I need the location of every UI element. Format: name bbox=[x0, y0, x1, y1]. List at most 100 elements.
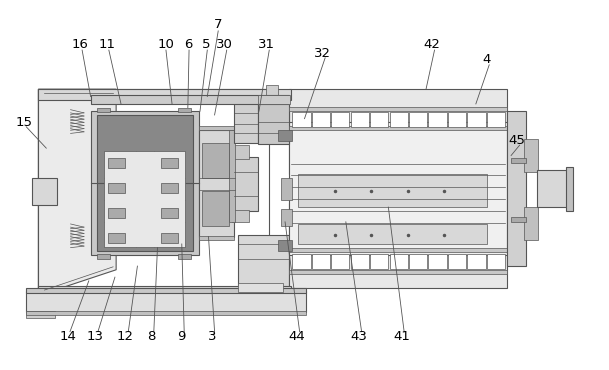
Text: 15: 15 bbox=[15, 116, 32, 129]
Text: 32: 32 bbox=[314, 47, 331, 60]
Bar bbox=[487, 254, 505, 269]
Bar bbox=[289, 107, 507, 111]
Bar bbox=[429, 254, 446, 269]
Bar bbox=[312, 112, 330, 127]
Bar bbox=[351, 112, 369, 127]
Text: 44: 44 bbox=[289, 330, 306, 343]
Bar bbox=[229, 130, 235, 222]
Bar bbox=[390, 254, 408, 269]
Bar bbox=[511, 218, 526, 222]
Bar bbox=[199, 126, 234, 131]
Bar bbox=[289, 248, 507, 252]
Text: 14: 14 bbox=[59, 330, 76, 343]
Bar bbox=[97, 254, 110, 259]
Bar bbox=[266, 85, 278, 101]
Bar bbox=[108, 183, 125, 193]
Bar bbox=[234, 100, 258, 142]
Bar bbox=[108, 208, 125, 218]
Text: 41: 41 bbox=[393, 330, 410, 343]
Bar bbox=[511, 158, 526, 163]
Bar bbox=[292, 254, 311, 269]
Bar bbox=[289, 204, 507, 288]
Text: 3: 3 bbox=[208, 330, 216, 343]
Bar bbox=[202, 142, 229, 178]
Bar bbox=[409, 112, 428, 127]
Bar bbox=[161, 208, 178, 218]
Bar bbox=[298, 224, 487, 244]
Bar bbox=[161, 183, 178, 193]
Bar bbox=[289, 89, 507, 174]
Text: 8: 8 bbox=[147, 330, 155, 343]
Bar bbox=[390, 112, 408, 127]
Bar bbox=[281, 178, 292, 200]
Bar bbox=[238, 235, 289, 288]
Bar bbox=[281, 209, 292, 226]
Text: 16: 16 bbox=[71, 38, 88, 51]
Bar bbox=[258, 100, 289, 144]
Bar bbox=[38, 89, 269, 296]
Bar bbox=[202, 191, 229, 226]
Bar bbox=[26, 291, 306, 312]
Bar bbox=[199, 130, 234, 236]
Bar bbox=[91, 95, 289, 104]
Text: 45: 45 bbox=[509, 134, 526, 147]
Bar bbox=[524, 207, 538, 240]
Bar bbox=[38, 286, 290, 296]
Bar bbox=[91, 111, 199, 255]
Bar bbox=[298, 174, 487, 207]
Bar bbox=[467, 254, 485, 269]
Text: 4: 4 bbox=[482, 53, 491, 66]
Bar bbox=[331, 254, 350, 269]
Text: 5: 5 bbox=[202, 38, 210, 51]
Bar bbox=[409, 254, 428, 269]
Bar bbox=[26, 288, 306, 293]
Bar bbox=[292, 112, 311, 127]
Text: 9: 9 bbox=[178, 330, 186, 343]
Text: 13: 13 bbox=[86, 330, 104, 343]
Bar bbox=[258, 95, 290, 104]
Bar bbox=[32, 178, 57, 205]
Bar bbox=[231, 210, 248, 222]
Text: 43: 43 bbox=[351, 330, 368, 343]
Bar bbox=[108, 158, 125, 168]
Bar bbox=[566, 166, 573, 211]
Bar bbox=[199, 236, 234, 240]
Bar bbox=[178, 254, 191, 259]
Bar bbox=[238, 283, 283, 292]
Bar bbox=[331, 112, 350, 127]
Bar bbox=[104, 151, 185, 246]
Bar bbox=[448, 112, 466, 127]
Polygon shape bbox=[38, 89, 116, 296]
Bar bbox=[278, 240, 292, 251]
Bar bbox=[467, 112, 485, 127]
Text: 6: 6 bbox=[184, 38, 192, 51]
Bar bbox=[108, 233, 125, 243]
Bar bbox=[26, 311, 55, 318]
Bar bbox=[448, 254, 466, 269]
Text: 7: 7 bbox=[214, 18, 222, 31]
Bar bbox=[370, 112, 389, 127]
Text: 10: 10 bbox=[158, 38, 174, 51]
Bar bbox=[289, 270, 507, 274]
Bar bbox=[289, 126, 507, 131]
Bar bbox=[507, 111, 526, 266]
Bar bbox=[178, 108, 191, 112]
Bar bbox=[537, 170, 567, 207]
Bar bbox=[524, 139, 538, 172]
Text: 12: 12 bbox=[117, 330, 134, 343]
Bar bbox=[487, 112, 505, 127]
Bar bbox=[234, 157, 258, 211]
Bar bbox=[38, 89, 290, 100]
Text: 31: 31 bbox=[258, 38, 275, 51]
Bar bbox=[370, 254, 389, 269]
Bar bbox=[97, 108, 110, 112]
Bar bbox=[97, 115, 192, 251]
Bar bbox=[231, 145, 248, 159]
Bar bbox=[429, 112, 446, 127]
Bar bbox=[312, 254, 330, 269]
Bar bbox=[351, 254, 369, 269]
Text: 42: 42 bbox=[424, 38, 440, 51]
Text: 30: 30 bbox=[216, 38, 233, 51]
Text: 11: 11 bbox=[99, 38, 116, 51]
Bar bbox=[289, 122, 507, 255]
